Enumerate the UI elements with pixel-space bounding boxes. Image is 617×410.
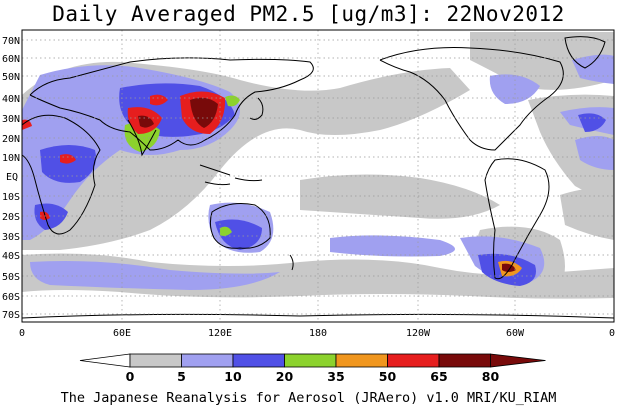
lat-label: EQ <box>6 172 18 183</box>
map-title: Daily Averaged PM2.5 [ug/m3]: 22Nov2012 <box>52 2 565 26</box>
lat-label: 60S <box>2 292 20 303</box>
pm25-hotspots <box>22 91 522 277</box>
lat-label: 20N <box>2 134 20 145</box>
lon-label: 60E <box>113 328 131 339</box>
map-border <box>21 29 615 323</box>
lat-label: 30S <box>2 232 20 243</box>
colorbar-segment <box>284 353 337 368</box>
lat-label: 50S <box>2 272 20 283</box>
lon-label: 0 <box>19 328 25 339</box>
colorbar-segment <box>181 353 234 368</box>
map-panel <box>21 29 615 323</box>
lat-label: 10S <box>2 192 20 203</box>
colorbar-segment <box>387 353 440 368</box>
colorbar-segment <box>335 353 388 368</box>
lat-label: 60N <box>2 54 20 65</box>
colorbar-tick-label: 35 <box>327 369 344 384</box>
colorbar-tick-label: 50 <box>379 369 397 384</box>
latitude-labels: 70N 60N 50N 40N 30N 20N 10N EQ 10S 20S 3… <box>2 36 20 321</box>
lat-lon-grid <box>22 30 614 322</box>
lon-label: 120E <box>208 328 232 339</box>
colorbar-tick-label: 0 <box>126 369 135 384</box>
longitude-labels: 0 60E 120E 180 120W 60W 0 <box>19 328 615 339</box>
lon-label: 60W <box>506 328 525 339</box>
colorbar-tick-label: 10 <box>224 369 242 384</box>
lat-label: 10N <box>2 153 20 164</box>
colorbar-lower-triangle <box>79 353 131 368</box>
colorbar-segment <box>129 353 182 368</box>
lat-label: 40S <box>2 251 20 262</box>
colorbar-segment <box>438 353 491 368</box>
lat-label: 50N <box>2 72 20 83</box>
colorbar-tick-label: 20 <box>276 369 294 384</box>
coastlines <box>21 36 615 319</box>
colorbar: 0 5 10 20 35 50 65 80 <box>79 353 546 384</box>
lon-label: 0 <box>609 328 615 339</box>
lon-label: 120W <box>406 328 431 339</box>
credit-line: The Japanese Reanalysis for Aerosol (JRA… <box>60 390 557 406</box>
lon-label: 180 <box>309 328 327 339</box>
lat-label: 70S <box>2 310 20 321</box>
colorbar-tick-label: 5 <box>177 369 186 384</box>
lat-label: 30N <box>2 114 20 125</box>
colorbar-upper-triangle <box>490 353 546 368</box>
colorbar-tick-label: 65 <box>430 369 447 384</box>
lat-label: 20S <box>2 212 20 223</box>
lat-label: 40N <box>2 94 20 105</box>
colorbar-segment <box>232 353 285 368</box>
lat-label: 70N <box>2 36 20 47</box>
colorbar-tick-label: 80 <box>482 369 500 384</box>
